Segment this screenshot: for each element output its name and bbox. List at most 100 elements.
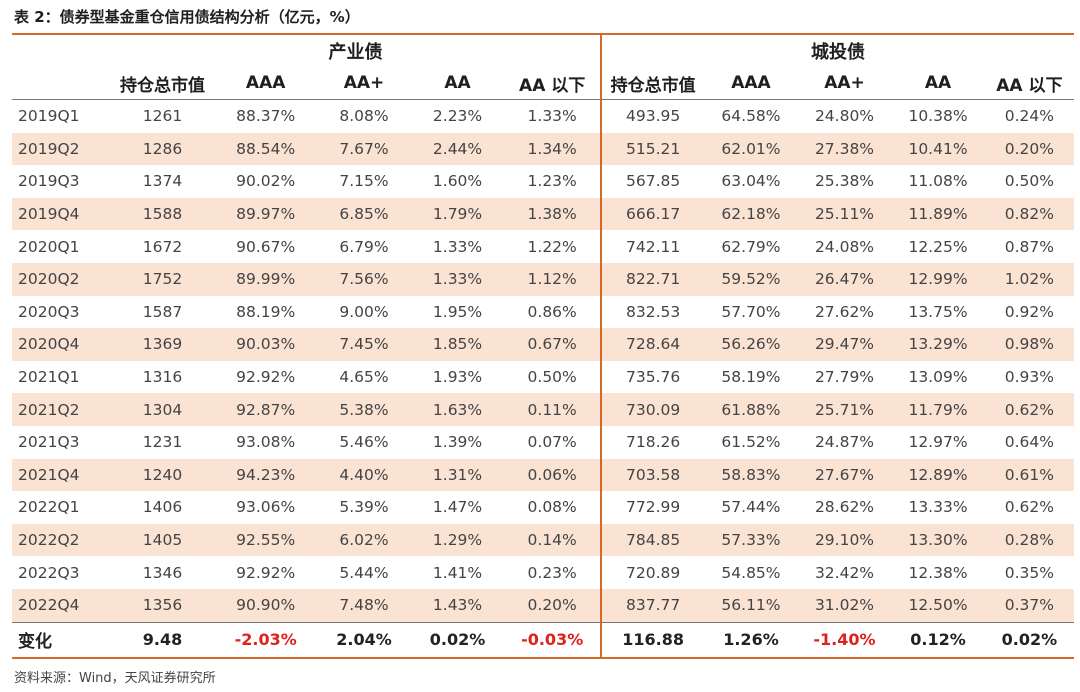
industrial-cell: 1.33%: [410, 262, 505, 296]
change-cell: 0.02%: [410, 621, 505, 659]
chengtou-cell: 772.99: [600, 491, 705, 524]
chengtou-cell: 10.38%: [908, 107, 968, 126]
industrial-cell: 92.92%: [236, 368, 296, 387]
column-header: 持仓总市值: [110, 67, 215, 100]
industrial-cell: 0.11%: [504, 393, 602, 426]
chengtou-cell: 0.64%: [1004, 433, 1054, 452]
chengtou-cell: 567.85: [600, 165, 705, 198]
quarter-cell: 2022Q1: [18, 498, 80, 517]
chengtou-cell: 730.09: [600, 393, 705, 426]
chengtou-cell: 32.42%: [814, 563, 875, 582]
chengtou-cell: 515.21: [600, 132, 705, 166]
table-row: 2021Q3 1231 93.08% 5.46% 1.39% 0.07% 718.26 61.…: [12, 425, 1074, 459]
industrial-cell: 1374: [142, 172, 183, 191]
industrial-cell: 92.92%: [236, 563, 296, 582]
industrial-cell: 1.22%: [527, 237, 577, 256]
chengtou-cell: 0.62%: [984, 393, 1074, 426]
industrial-cell: 7.45%: [317, 328, 411, 361]
quarter-cell: 2021Q4: [12, 458, 111, 492]
quarter-cell: 2020Q3: [18, 302, 80, 321]
industrial-cell: 89.97%: [214, 197, 318, 231]
chengtou-cell: 62.01%: [704, 132, 798, 166]
chengtou-cell: 57.44%: [721, 498, 781, 517]
chengtou-cell: 0.62%: [1004, 498, 1054, 517]
chengtou-cell: 13.33%: [908, 498, 968, 517]
chengtou-cell: 13.75%: [908, 302, 968, 321]
industrial-cell: 2.44%: [410, 132, 505, 166]
industrial-cell: 1240: [110, 458, 215, 492]
industrial-cell: 1.38%: [504, 197, 602, 231]
industrial-cell: 1672: [142, 237, 183, 256]
industrial-cell: 1.79%: [410, 197, 505, 231]
chengtou-cell: 0.93%: [1004, 368, 1054, 387]
industrial-cell: 1.95%: [432, 302, 483, 321]
industrial-cell: 1261: [142, 107, 183, 126]
industrial-cell: 0.67%: [504, 328, 602, 361]
industrial-cell: 5.39%: [339, 498, 389, 517]
chengtou-cell: 27.67%: [797, 458, 892, 492]
chengtou-cell: 12.25%: [908, 237, 968, 256]
industrial-cell: 5.44%: [339, 563, 389, 582]
industrial-cell: 7.67%: [317, 132, 411, 166]
industrial-cell: 0.20%: [504, 588, 602, 622]
industrial-cell: 90.67%: [236, 237, 296, 256]
bond-structure-table: 产业债 城投债 持仓总市值 AAA AA+ AA AA 以下 持仓总市值 AAA…: [12, 35, 1074, 659]
chengtou-cell: 31.02%: [797, 588, 892, 622]
chengtou-cell: 25.71%: [797, 393, 892, 426]
chengtou-cell: 27.79%: [814, 368, 875, 387]
industrial-cell: 1.33%: [527, 107, 577, 126]
chengtou-cell: 11.79%: [891, 393, 985, 426]
chengtou-cell: 57.70%: [721, 302, 781, 321]
chengtou-cell: 62.79%: [721, 237, 781, 256]
industrial-cell: 1.29%: [410, 523, 505, 557]
chengtou-cell: 24.08%: [814, 237, 875, 256]
chengtou-cell: 28.62%: [814, 498, 875, 517]
table-row: 2020Q4 1369 90.03% 7.45% 1.85% 0.67% 728.64 56.…: [12, 328, 1074, 361]
industrial-cell: 1.39%: [432, 433, 483, 452]
chengtou-cell: 0.20%: [984, 132, 1074, 166]
chengtou-cell: 61.52%: [721, 433, 781, 452]
chengtou-cell: 0.87%: [1004, 237, 1054, 256]
chengtou-cell: 720.89: [600, 556, 705, 589]
table-row: 2019Q3 1374 90.02% 7.15% 1.60% 1.23% 567.85 63.…: [12, 165, 1074, 198]
industrial-cell: 4.65%: [339, 368, 389, 387]
column-header: AA+: [797, 67, 892, 100]
change-cell: 0.12%: [891, 621, 985, 659]
industrial-cell: 1346: [142, 563, 183, 582]
quarter-cell: 2020Q1: [18, 237, 80, 256]
industrial-cell: 1.43%: [410, 588, 505, 622]
chengtou-cell: 29.10%: [797, 523, 892, 557]
table-body: 2019Q1 1261 88.37% 8.08% 2.23% 1.33% 493.95 64.…: [12, 99, 1074, 622]
chengtou-cell: 12.89%: [891, 458, 985, 492]
industrial-cell: 1.63%: [410, 393, 505, 426]
chengtou-cell: 63.04%: [721, 172, 781, 191]
industrial-cell: 1231: [142, 433, 183, 452]
chengtou-cell: 12.97%: [908, 433, 968, 452]
chengtou-cell: 11.89%: [891, 197, 985, 231]
industrial-cell: 7.15%: [339, 172, 389, 191]
chengtou-cell: 12.38%: [908, 563, 968, 582]
industrial-cell: 1.60%: [432, 172, 483, 191]
quarter-cell: 2020Q2: [12, 262, 111, 296]
chengtou-cell: 12.50%: [891, 588, 985, 622]
chengtou-cell: 837.77: [600, 588, 705, 622]
industrial-cell: 1.41%: [432, 563, 483, 582]
industrial-cell: 89.99%: [214, 262, 318, 296]
chengtou-cell: 13.30%: [891, 523, 985, 557]
chengtou-cell: 24.80%: [814, 107, 875, 126]
industrial-cell: 1356: [110, 588, 215, 622]
chengtou-cell: 59.52%: [704, 262, 798, 296]
change-cell: 2.04%: [317, 621, 411, 659]
industrial-cell: 1.33%: [432, 237, 483, 256]
change-label: 变化: [12, 621, 111, 659]
chengtou-cell: 12.99%: [891, 262, 985, 296]
group-header-industrial: 产业债: [328, 42, 383, 63]
chengtou-cell: 58.19%: [721, 368, 781, 387]
industrial-cell: 6.79%: [339, 237, 389, 256]
industrial-cell: 1.23%: [527, 172, 577, 191]
chengtou-cell: 1.02%: [984, 262, 1074, 296]
industrial-cell: 1286: [110, 132, 215, 166]
chengtou-cell: 742.11: [600, 230, 705, 263]
industrial-cell: 1304: [110, 393, 215, 426]
industrial-cell: 93.08%: [236, 433, 296, 452]
